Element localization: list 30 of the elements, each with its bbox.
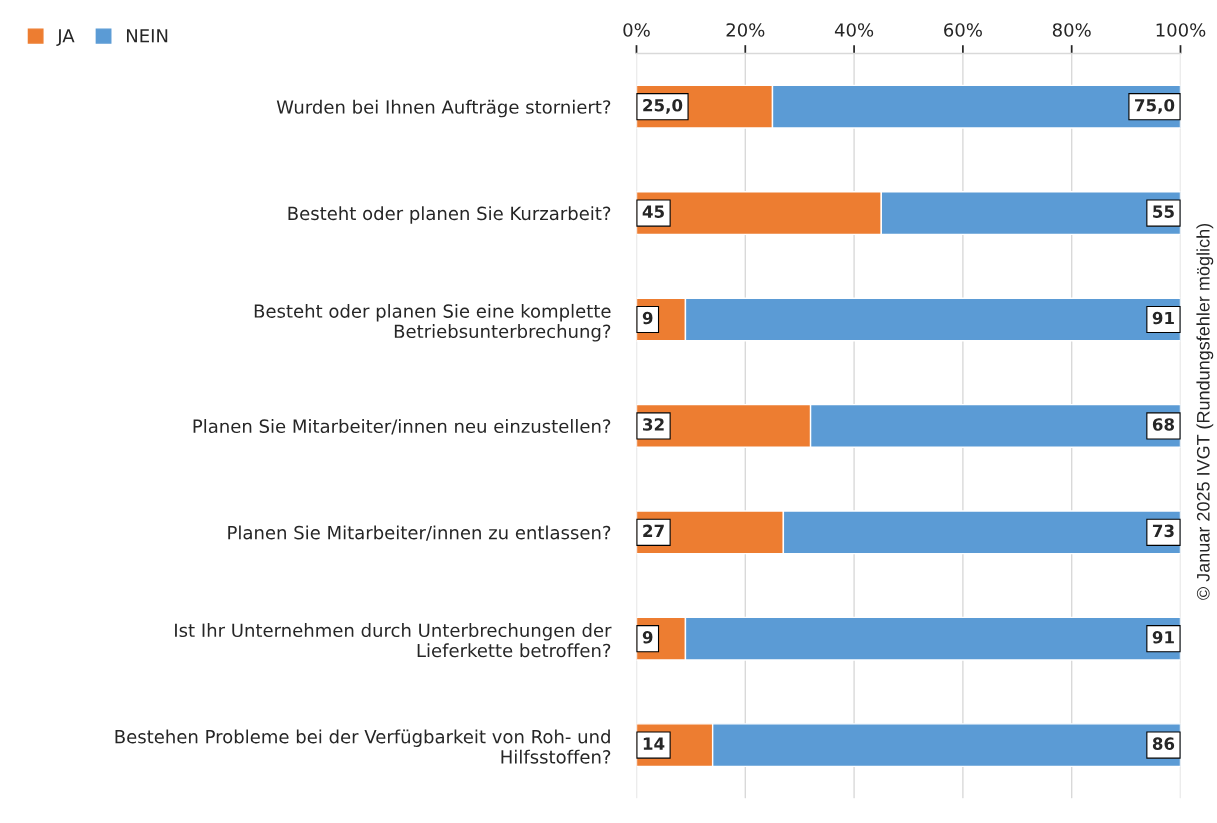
y-tick-label: Planen Sie Mitarbeiter/innen zu entlassen? <box>228 525 611 541</box>
y-tick-label: Ist Ihr Unternehmen durch Unterbrechungen der Lieferkette betroffen? <box>175 623 612 658</box>
y-tick-label: Besteht oder planen Sie eine komplette Betriebsunterbrechung? <box>254 303 611 342</box>
y-tick-label: Planen Sie Mitarbeiter/innen neu einzustellen? <box>193 419 611 435</box>
legend-label: JA <box>56 29 75 46</box>
data-label: 91 <box>1152 311 1174 325</box>
data-label: 55 <box>1153 205 1174 218</box>
x-tick-label: 100% <box>1156 23 1206 37</box>
data-label: 14 <box>643 737 665 750</box>
x-tick-label: 0% <box>623 23 650 37</box>
y-tick-label: Bestehen Probleme bei der Verfügbarkeit von Roh- und Hilfsstoffen? <box>115 729 611 764</box>
data-label: 91 <box>1152 630 1174 644</box>
x-tick-label: 20% <box>726 23 765 37</box>
data-label: 73 <box>1152 524 1174 538</box>
text: © Januar 2025 IVGT (Rundungsfehler möglich) <box>1196 223 1214 600</box>
legend-label: NEIN <box>127 29 168 43</box>
data-label: 27 <box>643 524 664 537</box>
y-tick-label: Besteht oder planen Sie Kurzarbeit? <box>288 206 611 224</box>
x-tick-label: 40% <box>834 23 874 37</box>
y-tick-label: Wurden bei Ihnen Aufträge storniert? <box>276 99 611 118</box>
data-label: 86 <box>1152 737 1175 750</box>
data-label: 25,0 <box>643 98 683 114</box>
data-label: 45 <box>642 205 664 218</box>
data-label: 9 <box>642 311 653 325</box>
data-label: 32 <box>643 418 664 431</box>
data-label: 9 <box>642 630 653 644</box>
data-label: 68 <box>1152 418 1175 431</box>
x-tick-label: 60% <box>944 23 982 37</box>
x-tick-label: 80% <box>1052 23 1091 37</box>
data-label: 75,0 <box>1135 98 1175 114</box>
